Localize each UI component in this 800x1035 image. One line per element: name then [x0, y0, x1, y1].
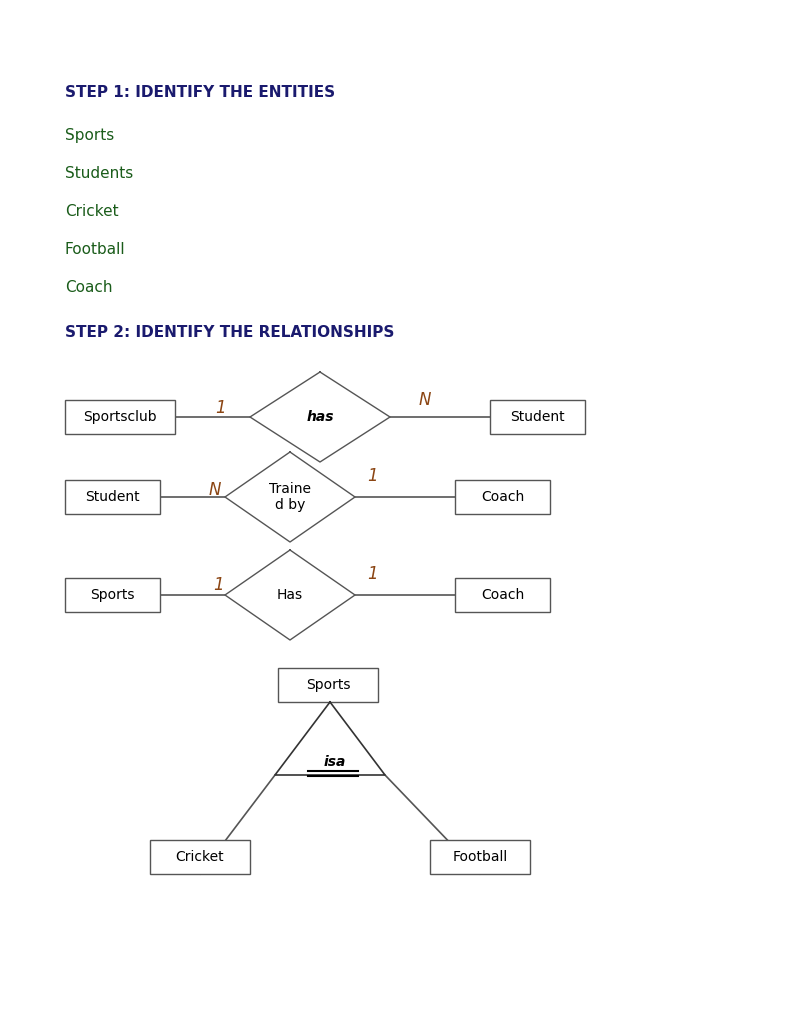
Text: Sports: Sports: [90, 588, 134, 602]
Text: STEP 1: IDENTIFY THE ENTITIES: STEP 1: IDENTIFY THE ENTITIES: [65, 85, 335, 100]
Bar: [278, 668, 378, 702]
Bar: [490, 400, 585, 434]
Bar: [65, 400, 175, 434]
Text: Sports: Sports: [65, 128, 114, 143]
Text: N: N: [209, 481, 221, 499]
Bar: [65, 480, 160, 514]
Text: Coach: Coach: [481, 588, 524, 602]
Text: Football: Football: [65, 242, 126, 257]
Text: Has: Has: [277, 588, 303, 602]
Text: 1: 1: [214, 400, 226, 417]
Text: has: has: [306, 410, 334, 424]
Text: STEP 2: IDENTIFY THE RELATIONSHIPS: STEP 2: IDENTIFY THE RELATIONSHIPS: [65, 325, 394, 341]
Text: Coach: Coach: [65, 280, 113, 295]
Text: Student: Student: [85, 490, 140, 504]
Text: 1: 1: [368, 467, 378, 485]
Text: Traine
d by: Traine d by: [269, 482, 311, 512]
Bar: [150, 840, 250, 874]
Text: Coach: Coach: [481, 490, 524, 504]
Text: Students: Students: [65, 166, 134, 181]
Bar: [65, 578, 160, 612]
Text: isa: isa: [324, 755, 346, 769]
Text: 1: 1: [213, 576, 223, 594]
Text: Football: Football: [452, 850, 508, 864]
Bar: [430, 840, 530, 874]
Bar: [455, 578, 550, 612]
Text: Cricket: Cricket: [176, 850, 224, 864]
Text: Sportsclub: Sportsclub: [83, 410, 157, 424]
Bar: [455, 480, 550, 514]
Text: Sports: Sports: [306, 678, 350, 692]
Text: Cricket: Cricket: [65, 204, 118, 219]
Text: 1: 1: [368, 565, 378, 583]
Text: N: N: [419, 391, 431, 409]
Text: Student: Student: [510, 410, 565, 424]
